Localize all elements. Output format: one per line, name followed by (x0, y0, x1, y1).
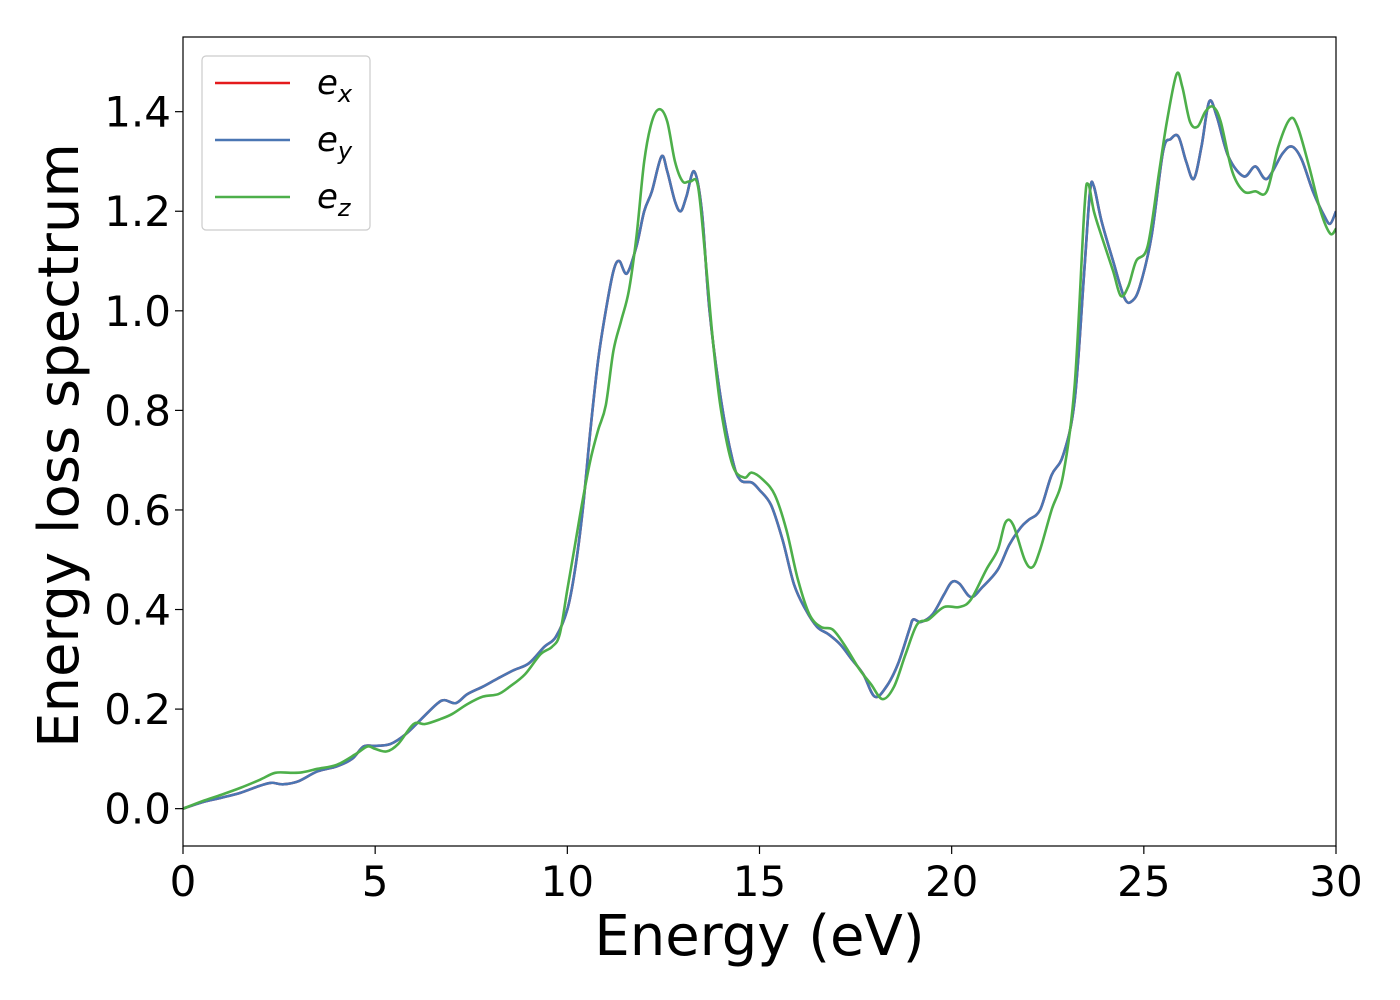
legend-box (201, 55, 371, 231)
x-axis-label: Energy (eV) (594, 904, 924, 969)
y-tick-label: 0.8 (104, 386, 171, 435)
x-tick-label: 25 (1117, 857, 1170, 906)
x-tick-label: 10 (541, 857, 594, 906)
y-tick-label: 1.0 (104, 287, 171, 336)
y-tick-label: 0.6 (104, 486, 171, 535)
y-tick-label: 0.0 (104, 785, 171, 834)
y-tick-label: 1.2 (104, 187, 171, 236)
series-layer (183, 71, 1336, 810)
x-axis: 0 5 10 15 20 25 30 (170, 846, 1363, 906)
y-axis: 0.0 0.2 0.4 0.6 0.8 1.0 1.2 1.4 (104, 88, 183, 834)
series-line-ez (183, 71, 1336, 810)
legend-item-ex: ex (215, 63, 353, 108)
y-tick-label: 1.4 (104, 88, 171, 137)
y-tick-label: 0.2 (104, 685, 171, 734)
x-tick-label: 30 (1309, 857, 1362, 906)
x-tick-label: 5 (362, 857, 389, 906)
y-axis-label: Energy loss spectrum (27, 143, 92, 748)
y-tick-label: 0.4 (104, 586, 171, 635)
x-tick-label: 0 (170, 857, 197, 906)
x-tick-label: 20 (925, 857, 978, 906)
x-tick-label: 15 (733, 857, 786, 906)
